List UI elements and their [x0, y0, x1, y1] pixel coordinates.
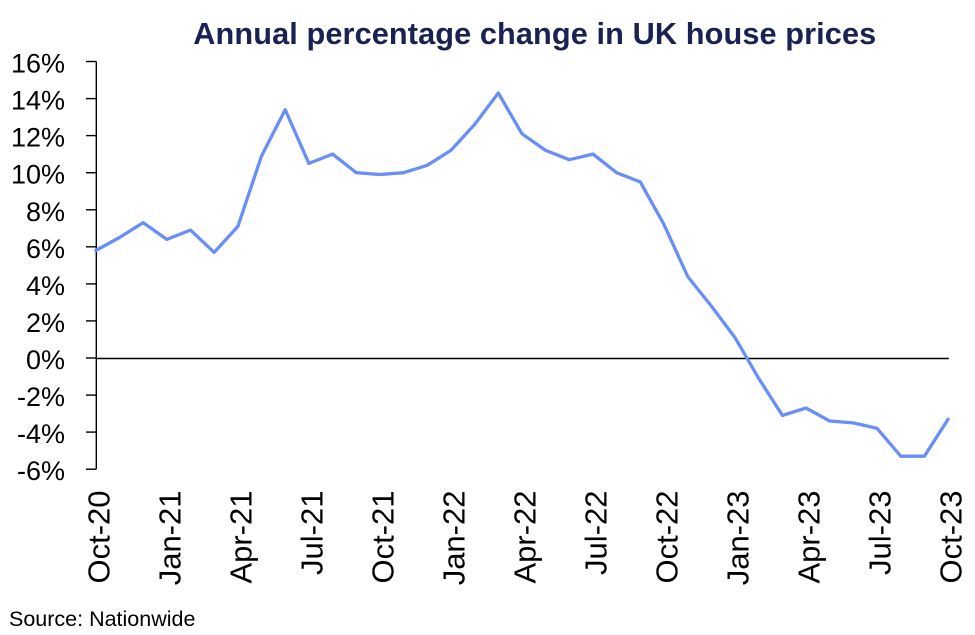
svg-text:4%: 4% — [26, 271, 65, 301]
svg-text:Jan-22: Jan-22 — [436, 491, 471, 586]
svg-text:2%: 2% — [26, 308, 65, 338]
svg-text:Jul-23: Jul-23 — [863, 491, 898, 575]
svg-text:-6%: -6% — [17, 456, 65, 486]
svg-text:-2%: -2% — [17, 382, 65, 412]
svg-text:Jul-22: Jul-22 — [579, 491, 614, 575]
svg-text:Oct-21: Oct-21 — [365, 491, 400, 584]
svg-text:8%: 8% — [26, 197, 65, 227]
svg-text:Oct-22: Oct-22 — [650, 491, 685, 584]
svg-text:10%: 10% — [11, 160, 65, 190]
svg-text:Apr-22: Apr-22 — [508, 491, 543, 584]
svg-text:Apr-21: Apr-21 — [223, 491, 258, 584]
svg-text:Jan-21: Jan-21 — [152, 491, 187, 586]
svg-text:Annual percentage change in UK: Annual percentage change in UK house pri… — [193, 16, 876, 51]
svg-text:0%: 0% — [26, 345, 65, 375]
svg-text:Oct-20: Oct-20 — [81, 491, 116, 584]
svg-text:Jan-23: Jan-23 — [721, 491, 756, 586]
svg-text:Source: Nationwide: Source: Nationwide — [9, 607, 195, 631]
svg-text:Apr-23: Apr-23 — [792, 491, 827, 584]
svg-text:12%: 12% — [11, 123, 65, 153]
svg-text:Oct-23: Oct-23 — [934, 491, 969, 584]
svg-text:Jul-21: Jul-21 — [294, 491, 329, 575]
svg-text:16%: 16% — [11, 49, 65, 79]
svg-text:6%: 6% — [26, 234, 65, 264]
svg-text:14%: 14% — [11, 86, 65, 116]
svg-text:-4%: -4% — [17, 419, 65, 449]
